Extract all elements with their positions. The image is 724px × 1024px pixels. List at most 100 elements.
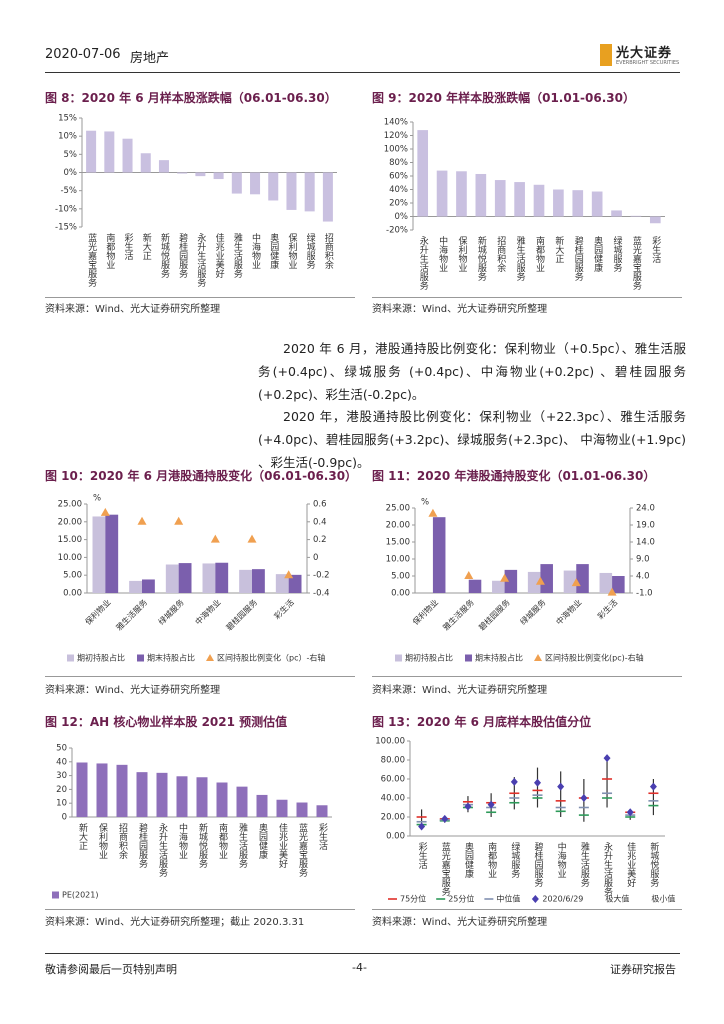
tick-label: 0.00 [391,589,410,599]
bar [268,172,279,201]
legend-swatch [206,654,214,661]
legend-label: PE(2021) [62,891,98,900]
tick-label: 25.00 [58,500,82,510]
x-tick-label: 新城悦服务 [159,232,170,279]
triangle-marker [247,534,257,543]
tick-label: 0.00 [386,832,405,842]
tick-label: 0.6 [313,500,327,510]
tick-label: 4.0 [636,572,650,582]
x-tick-label: 彩生活 [123,233,133,261]
tick-label: 5% [64,150,78,160]
x-tick-label: 佳兆业美好 [625,841,636,888]
paragraph: 2020 年 6 月，港股通持股比例变化：保利物业（+0.5pc）、雅生活服务(… [258,341,686,402]
x-tick-label: 绿城服务 [509,841,520,879]
tick-label: 40% [389,185,408,195]
bar [156,772,168,817]
bar [527,571,541,593]
bar [514,182,525,217]
legend-label: 极小值 [651,894,675,904]
triangle-marker [428,508,438,517]
source: 资料来源：Wind、光大证券研究所整理 [372,917,548,928]
triangle-marker [100,507,110,516]
tick-label: 60% [389,172,408,182]
bar [649,216,661,224]
triangle-marker [607,587,617,596]
bar [231,172,242,194]
legend-label: 期初持股占比 [77,653,125,663]
x-tick-label: 碧桂园服务 [137,822,148,869]
unit-label: % [421,498,429,508]
bar [304,172,315,212]
bar [316,805,328,817]
diamond-marker [626,808,634,817]
x-tick-label: 绿城服务 [612,235,623,273]
bar [276,799,288,817]
source-rule [45,909,355,910]
triangle-marker [571,578,581,587]
x-tick-label: 新大正 [553,235,564,263]
tick-label: 20.00 [386,521,410,531]
triangle-marker [174,516,184,525]
bar [553,189,564,217]
tick-label: 20 [56,785,67,795]
bar [475,173,487,217]
source-rule [372,297,682,298]
x-tick-label: 彩生活 [317,823,328,851]
tick-label: -15% [55,223,77,233]
figure-title: 图 12：AH 核心物业样本股 2021 预测估值 [45,715,288,729]
x-tick-label: 彩生活 [650,236,661,264]
x-tick-label: 雅生活服务 [114,597,149,632]
legend-label: 期末持股占比 [147,653,195,663]
unit-label: % [93,494,101,504]
diamond-marker [649,782,657,791]
x-tick-label: 碧桂园服务 [177,232,188,279]
figure-title: 图 8：2020 年 6 月样本股涨跌幅（06.01-06.30） [45,91,337,105]
legend-label: 期末持股占比 [475,653,523,663]
tick-label: -10% [55,204,77,214]
x-tick-label: 保利物业 [456,235,467,272]
x-tick-label: 雅生活服务 [237,822,248,869]
tick-label: -1.0 [636,589,653,599]
bar [96,763,108,817]
triangle-marker [464,571,474,579]
source-rule [45,676,355,677]
x-tick-label: 雅生活服务 [441,597,476,632]
tick-label: 0% [64,168,78,178]
bar [504,569,518,593]
page-number: -4- [352,961,367,974]
bar [572,190,584,217]
legend-label: 极大值 [605,894,629,904]
source-rule [45,297,355,298]
x-tick-label: 碧桂园服务 [224,597,259,632]
x-tick-label: 蓝光嘉宝服务 [86,232,97,288]
bar [176,776,188,817]
triangle-marker [500,573,510,582]
tick-label: 50 [56,744,67,754]
source: 资料来源：Wind、光大证券研究所整理；截止 2020.3.31 [45,917,305,928]
x-tick-label: 碧桂园服务 [476,597,511,632]
x-tick-label: 奥园健康 [463,841,474,878]
x-tick-label: 招商积余 [117,822,128,860]
triangle-marker [535,576,545,585]
source: 资料来源：Wind、光大证券研究所整理 [45,304,221,315]
x-tick-label: 新城悦服务 [197,822,208,869]
x-tick-label: 绿城服务 [156,597,186,627]
bar [136,772,148,817]
legend-label: 中位值 [496,894,520,904]
legend-swatch [67,654,74,662]
bar [158,160,169,173]
x-tick-label: 南都物业 [217,822,228,859]
legend-label: 区间持股比例变化（pc）-右轴 [217,653,325,663]
x-tick-label: 中海物业 [193,597,223,627]
bar [213,172,224,180]
legend-swatch [137,654,144,662]
bar [129,580,142,593]
figure-title: 图 11：2020 年港股通持股变化（01.01-06.30） [372,469,656,483]
tick-label: -0.4 [313,589,330,599]
chart: 0.00 5.00 10.00 15.00 20.00 25.00 -0.4 -0.2 0 0.2… [58,494,330,663]
tick-label: 10 [56,799,67,809]
source: 资料来源：Wind、光大证券研究所整理 [372,304,548,315]
diamond-marker [580,794,588,802]
logo-mark [600,44,612,66]
logo-sub: EVERBRIGHT SECURITIES [616,60,680,66]
